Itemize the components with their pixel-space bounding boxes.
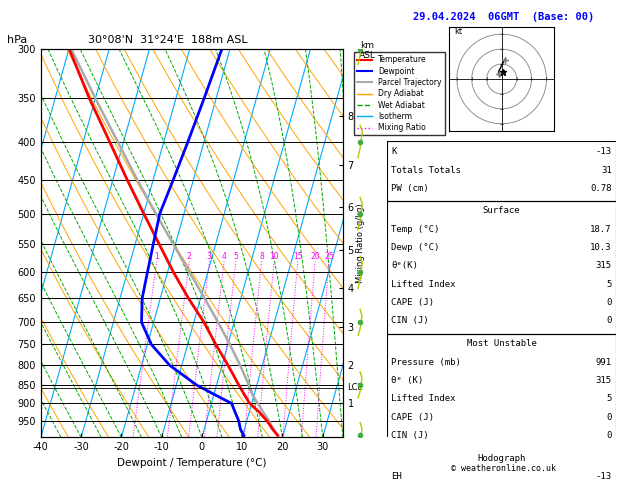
- Text: 0: 0: [606, 316, 612, 326]
- Text: 1: 1: [154, 253, 159, 261]
- Text: Hodograph: Hodograph: [477, 454, 526, 463]
- Text: 991: 991: [596, 358, 612, 366]
- Bar: [387, 141, 616, 201]
- Text: LCL: LCL: [347, 383, 362, 392]
- Text: CIN (J): CIN (J): [391, 431, 429, 440]
- Text: 5: 5: [606, 279, 612, 289]
- Text: 15: 15: [293, 253, 303, 261]
- Text: 10.3: 10.3: [591, 243, 612, 252]
- Text: Surface: Surface: [483, 206, 520, 215]
- Text: Lifted Index: Lifted Index: [391, 279, 456, 289]
- Text: kt: kt: [454, 27, 462, 36]
- Text: CAPE (J): CAPE (J): [391, 413, 435, 422]
- Text: 20: 20: [310, 253, 320, 261]
- Text: K: K: [391, 147, 397, 156]
- Text: Most Unstable: Most Unstable: [467, 339, 537, 348]
- Text: 5: 5: [606, 395, 612, 403]
- Text: -13: -13: [596, 472, 612, 481]
- Text: 315: 315: [596, 261, 612, 270]
- X-axis label: Dewpoint / Temperature (°C): Dewpoint / Temperature (°C): [117, 458, 267, 468]
- Text: 29.04.2024  06GMT  (Base: 00): 29.04.2024 06GMT (Base: 00): [413, 12, 594, 22]
- Text: © weatheronline.co.uk: © weatheronline.co.uk: [451, 465, 555, 473]
- Text: 10: 10: [269, 253, 279, 261]
- Text: Totals Totals: Totals Totals: [391, 166, 461, 175]
- Text: Lifted Index: Lifted Index: [391, 395, 456, 403]
- Text: -13: -13: [596, 147, 612, 156]
- Text: PW (cm): PW (cm): [391, 184, 429, 193]
- Legend: Temperature, Dewpoint, Parcel Trajectory, Dry Adiabat, Wet Adiabat, Isotherm, Mi: Temperature, Dewpoint, Parcel Trajectory…: [353, 52, 445, 135]
- Text: 0: 0: [606, 298, 612, 307]
- Bar: [387, 333, 616, 449]
- Text: 5: 5: [233, 253, 238, 261]
- Bar: [387, 449, 616, 486]
- Text: EH: EH: [391, 472, 402, 481]
- Text: θᵉ (K): θᵉ (K): [391, 376, 424, 385]
- Text: 4: 4: [221, 253, 226, 261]
- Text: 2: 2: [187, 253, 192, 261]
- Text: CAPE (J): CAPE (J): [391, 298, 435, 307]
- Text: Dewp (°C): Dewp (°C): [391, 243, 440, 252]
- Bar: [387, 201, 616, 334]
- Text: 315: 315: [596, 376, 612, 385]
- Text: θᵉ(K): θᵉ(K): [391, 261, 418, 270]
- Text: 31: 31: [601, 166, 612, 175]
- Title: 30°08'N  31°24'E  188m ASL: 30°08'N 31°24'E 188m ASL: [88, 35, 247, 45]
- Text: 18.7: 18.7: [591, 225, 612, 233]
- Text: 8: 8: [259, 253, 264, 261]
- Text: 0: 0: [606, 413, 612, 422]
- Text: Temp (°C): Temp (°C): [391, 225, 440, 233]
- Text: Pressure (mb): Pressure (mb): [391, 358, 461, 366]
- Text: 3: 3: [207, 253, 212, 261]
- Text: 25: 25: [324, 253, 334, 261]
- Text: Mixing Ratio (g/kg): Mixing Ratio (g/kg): [355, 203, 365, 283]
- Text: 0.78: 0.78: [591, 184, 612, 193]
- Text: 0: 0: [606, 431, 612, 440]
- Y-axis label: km
ASL: km ASL: [359, 41, 376, 60]
- Text: CIN (J): CIN (J): [391, 316, 429, 326]
- Y-axis label: hPa: hPa: [7, 35, 27, 45]
